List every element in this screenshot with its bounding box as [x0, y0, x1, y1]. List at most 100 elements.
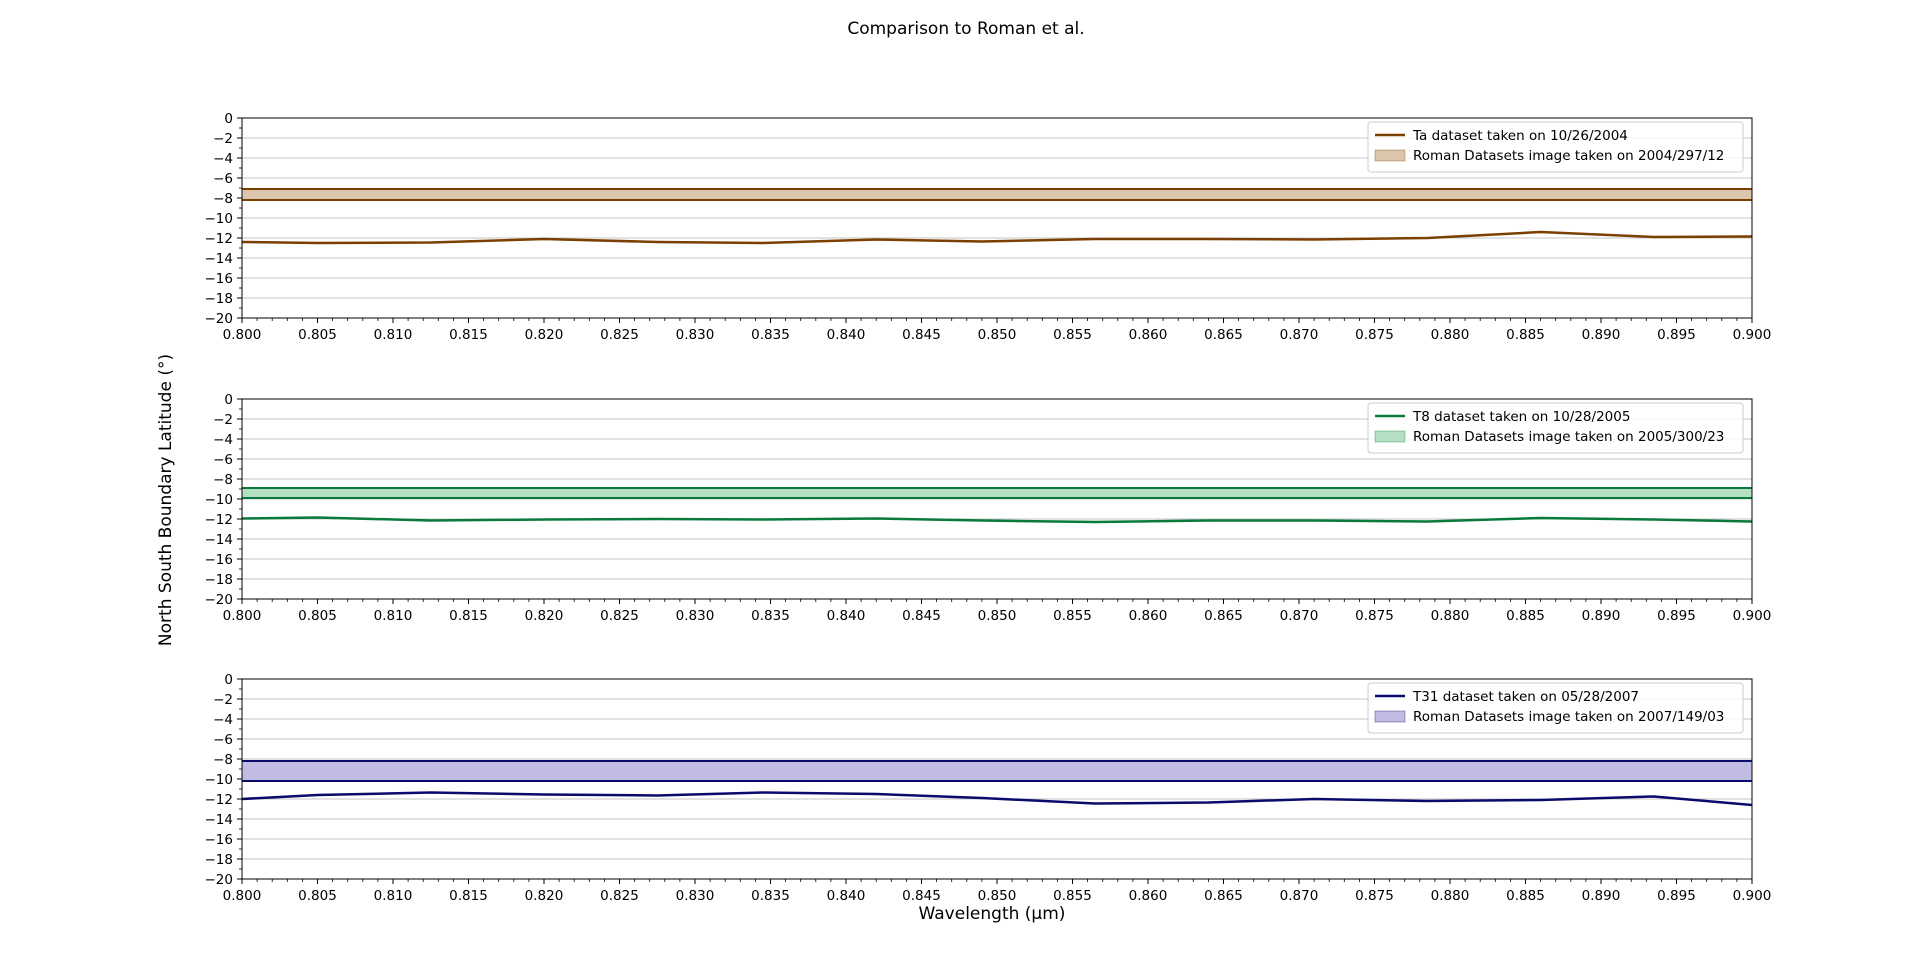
x-tick-label: 0.890	[1582, 327, 1621, 343]
y-tick-label: −2	[213, 692, 233, 708]
legend-band-swatch	[1374, 430, 1406, 443]
data-point	[1540, 799, 1542, 801]
data-point	[981, 240, 983, 243]
x-tick-label: 0.850	[978, 888, 1017, 904]
x-tick-label: 0.800	[223, 608, 262, 624]
y-tick-label: −8	[213, 472, 233, 488]
data-point	[762, 791, 764, 794]
x-tick-label: 0.845	[902, 608, 941, 624]
x-tick-label: 0.815	[449, 888, 488, 904]
figure-title: Comparison to Roman et al.	[847, 19, 1084, 39]
x-tick-label: 0.820	[525, 888, 564, 904]
x-tick-label: 0.830	[676, 608, 715, 624]
x-tick-label: 0.880	[1431, 608, 1470, 624]
y-tick-label: −16	[205, 832, 234, 848]
y-tick-label: −6	[213, 171, 233, 187]
legend-series-label: T31 dataset taken on 05/28/2007	[1412, 689, 1639, 705]
x-tick-label: 0.875	[1355, 888, 1394, 904]
x-axis-label: Wavelength (µm)	[919, 904, 1066, 924]
data-point	[1426, 800, 1428, 802]
y-tick-label: −2	[213, 412, 233, 428]
y-tick-label: −18	[205, 291, 234, 307]
y-tick-label: −8	[213, 191, 233, 207]
x-tick-label: 0.865	[1204, 888, 1243, 904]
x-tick-label: 0.895	[1657, 888, 1696, 904]
legend: T8 dataset taken on 10/28/2005 Roman Data…	[1367, 402, 1744, 454]
x-tick-label: 0.860	[1129, 608, 1168, 624]
x-tick-label: 0.800	[223, 888, 262, 904]
y-tick-label: −2	[213, 131, 233, 147]
y-tick-label: −6	[213, 452, 233, 468]
data-point	[543, 238, 545, 240]
x-tick-label: 0.830	[676, 327, 715, 343]
roman-band	[242, 189, 1752, 200]
x-tick-label: 0.835	[751, 608, 790, 624]
legend-frame	[1367, 682, 1744, 734]
y-tick-label: −18	[205, 572, 234, 588]
x-tick-label: 0.840	[827, 327, 866, 343]
data-point	[656, 241, 658, 243]
x-tick-label: 0.900	[1733, 608, 1772, 624]
x-tick-label: 0.820	[525, 327, 564, 343]
y-tick-label: −12	[205, 231, 234, 247]
data-point	[656, 518, 658, 520]
x-tick-label: 0.860	[1129, 327, 1168, 343]
x-tick-label: 0.800	[223, 327, 262, 343]
x-tick-label: 0.850	[978, 608, 1017, 624]
y-tick-label: −10	[205, 211, 234, 227]
data-point	[430, 791, 432, 794]
x-tick-label: 0.815	[449, 327, 488, 343]
data-point	[1094, 238, 1096, 240]
y-tick-label: −20	[205, 872, 234, 888]
y-tick-label: −12	[205, 792, 234, 808]
x-tick-label: 0.890	[1582, 888, 1621, 904]
data-point	[875, 238, 877, 241]
x-tick-label: 0.885	[1506, 327, 1545, 343]
data-point	[1540, 517, 1542, 519]
x-tick-label: 0.885	[1506, 888, 1545, 904]
y-tick-label: −12	[205, 512, 234, 528]
data-point	[316, 242, 319, 244]
legend-band-swatch	[1374, 710, 1406, 723]
x-tick-label: 0.805	[298, 327, 337, 343]
legend-series-label: Ta dataset taken on 10/26/2004	[1412, 128, 1628, 144]
x-tick-label: 0.870	[1280, 327, 1319, 343]
data-point	[1207, 519, 1209, 522]
data-point	[316, 794, 319, 796]
series-line	[241, 516, 1753, 524]
data-point	[656, 794, 658, 797]
y-tick-label: −4	[213, 712, 233, 728]
legend-frame	[1367, 402, 1744, 454]
legend-band-label: Roman Datasets image taken on 2004/297/1…	[1413, 148, 1724, 164]
subplot-3: 0 −2 −4 −6 −8 −10 −12 −14 −16 −18 −200.800 0.805 0.8…	[205, 672, 1772, 904]
x-tick-label: 0.840	[827, 608, 866, 624]
data-point	[1653, 518, 1655, 521]
data-point	[981, 519, 983, 522]
x-tick-label: 0.865	[1204, 608, 1243, 624]
y-tick-label: −14	[205, 251, 234, 267]
y-tick-label: −20	[205, 311, 234, 327]
y-tick-label: −18	[205, 852, 234, 868]
x-tick-label: 0.875	[1355, 327, 1394, 343]
data-point	[543, 793, 545, 796]
x-tick-label: 0.815	[449, 608, 488, 624]
x-tick-label: 0.900	[1733, 888, 1772, 904]
x-tick-label: 0.900	[1733, 327, 1772, 343]
data-point	[1313, 519, 1315, 522]
data-point	[1653, 795, 1655, 798]
y-tick-label: 0	[224, 111, 233, 127]
x-tick-label: 0.830	[676, 888, 715, 904]
data-point	[1313, 238, 1315, 241]
legend: Ta dataset taken on 10/26/2004 Roman Data…	[1367, 121, 1744, 173]
data-point	[1426, 520, 1428, 523]
y-tick-label: −6	[213, 732, 233, 748]
legend: T31 dataset taken on 05/28/2007 Roman Dat…	[1367, 682, 1744, 734]
data-point	[981, 797, 983, 799]
subplot-1: 0 −2 −4 −6 −8 −10 −12 −14 −16 −18 −200.800 0.805 0.8…	[205, 111, 1772, 343]
data-point	[762, 518, 764, 521]
data-point	[762, 242, 764, 244]
data-point	[1094, 521, 1096, 523]
y-tick-label: −10	[205, 772, 234, 788]
x-tick-label: 0.845	[902, 327, 941, 343]
